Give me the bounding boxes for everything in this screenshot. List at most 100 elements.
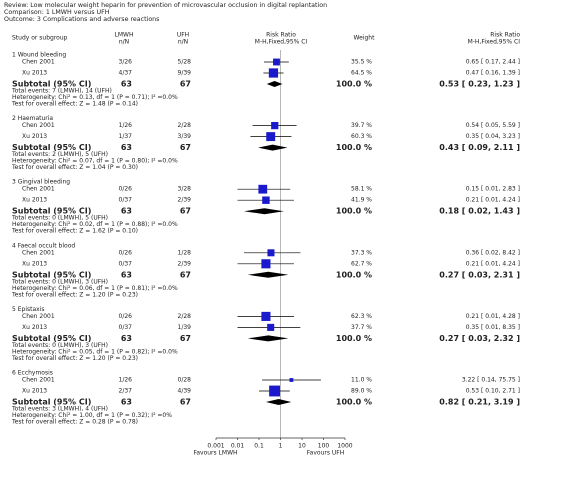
group2-events: 2/39 — [178, 197, 192, 204]
overall-effect: Test for overall effect: Z = 1.20 (P = 0… — [11, 355, 138, 362]
effect: 0.35 [ 0.01, 8.35 ] — [466, 324, 520, 331]
heterogeneity: Heterogeneity: Chi² = 1.00, df = 1 (P = … — [12, 412, 172, 419]
weight: 60.3 % — [351, 133, 372, 140]
x-tick-label: 10 — [298, 443, 306, 450]
subtotal-effect: 0.18 [ 0.02, 1.43 ] — [439, 207, 520, 216]
effect: 3.22 [ 0.14, 75.75 ] — [462, 377, 520, 384]
subtotal-n1: 63 — [121, 334, 132, 343]
subtotal-n1: 63 — [121, 398, 132, 407]
subtotal-label: Subtotal (95% CI) — [12, 143, 91, 152]
subtotal-weight: 100.0 % — [336, 334, 372, 343]
col-group1-sub: n/N — [119, 39, 129, 46]
subtotal-weight: 100.0 % — [336, 80, 372, 89]
subtotal-diamond — [258, 144, 288, 151]
subtotal-weight: 100.0 % — [336, 143, 372, 152]
total-events: Total events: 0 (LMWH), 3 (UFH) — [11, 342, 108, 349]
subtotal-label: Subtotal (95% CI) — [12, 398, 91, 407]
study-name: Chen 2001 — [22, 59, 55, 66]
study-name: Xu 2013 — [22, 197, 47, 204]
group1-events: 3/26 — [119, 59, 133, 66]
group2-events: 1/39 — [178, 324, 192, 331]
subtotal-weight: 100.0 % — [336, 270, 372, 279]
weight: 58.1 % — [351, 186, 372, 193]
overall-effect: Test for overall effect: Z = 1.48 (P = 0… — [11, 101, 138, 108]
effect-box — [289, 378, 294, 382]
effect: 0.21 [ 0.01, 4.24 ] — [466, 197, 520, 204]
effect: 0.35 [ 0.04, 3.23 ] — [466, 133, 520, 140]
group2-events: 2/39 — [178, 260, 192, 267]
heterogeneity: Heterogeneity: Chi² = 0.06, df = 1 (P = … — [12, 285, 178, 292]
group1-events: 0/26 — [119, 186, 133, 193]
effect: 0.54 [ 0.05, 5.59 ] — [466, 122, 520, 129]
x-tick-label: 100 — [318, 443, 330, 450]
comparison: Comparison: 1 LMWH versus UFH — [4, 9, 110, 16]
group1-events: 1/26 — [119, 122, 133, 129]
subgroup-name: 2 Haematuria — [12, 115, 53, 122]
effect-box — [271, 121, 279, 130]
group1-events: 0/37 — [119, 260, 133, 267]
col-group1: LMWH — [115, 32, 134, 39]
subtotal-n1: 63 — [121, 143, 132, 152]
subtotal-diamond — [265, 399, 292, 405]
study-name: Chen 2001 — [22, 313, 55, 320]
study-name: Chen 2001 — [22, 377, 55, 384]
col-group2: UFH — [177, 32, 189, 39]
subtotal-n2: 67 — [180, 207, 191, 216]
subtotal-diamond — [247, 271, 289, 278]
subtotal-weight: 100.0 % — [336, 398, 372, 407]
group2-events: 2/28 — [178, 313, 192, 320]
subtotal-n1: 63 — [121, 270, 132, 279]
subtotal-n2: 67 — [180, 143, 191, 152]
group1-events: 0/37 — [119, 324, 133, 331]
weight: 62.7 % — [351, 260, 372, 267]
overall-effect: Test for overall effect: Z = 1.62 (P = 0… — [11, 228, 138, 235]
total-events: Total events: 2 (LMWH), 5 (UFH) — [11, 151, 108, 158]
effect-box — [269, 385, 280, 397]
effect: 0.36 [ 0.02, 8.42 ] — [466, 249, 520, 256]
group2-events: 1/28 — [178, 249, 192, 256]
col-plot: Risk Ratio — [266, 32, 296, 39]
subtotal-n2: 67 — [180, 398, 191, 407]
effect-box — [268, 68, 279, 78]
effect: 0.21 [ 0.01, 4.24 ] — [466, 260, 520, 267]
effect: 0.47 [ 0.16, 1.39 ] — [466, 70, 520, 77]
subgroup-name: 4 Faecal occult blood — [12, 242, 75, 249]
x-tick-label: 0.01 — [231, 443, 245, 450]
group1-events: 0/26 — [119, 249, 133, 256]
subtotal-n1: 63 — [121, 80, 132, 89]
group1-events: 0/37 — [119, 197, 133, 204]
favours-left: Favours LMWH — [193, 450, 237, 457]
study-name: Xu 2013 — [22, 70, 47, 77]
total-events: Total events: 0 (LMWH), 5 (UFH) — [11, 215, 108, 222]
weight: 64.5 % — [351, 70, 372, 77]
subgroup-name: 1 Wound bleeding — [12, 52, 66, 59]
effect-box — [258, 184, 268, 194]
weight: 89.0 % — [351, 388, 372, 395]
study-name: Xu 2013 — [22, 388, 47, 395]
col-group2-sub: n/N — [178, 39, 188, 46]
group1-events: 2/37 — [119, 388, 133, 395]
heterogeneity: Heterogeneity: Chi² = 0.07, df = 1 (P = … — [12, 158, 178, 165]
col-plot-sub: M-H,Fixed,95% CI — [255, 39, 308, 46]
group1-events: 1/26 — [119, 377, 133, 384]
weight: 41.9 % — [351, 197, 372, 204]
heterogeneity: Heterogeneity: Chi² = 0.02, df = 1 (P = … — [12, 221, 178, 228]
col-effect-sub: M-H,Fixed,95% CI — [468, 39, 521, 46]
total-events: Total events: 3 (LMWH), 4 (UFH) — [11, 406, 108, 413]
effect-box — [267, 249, 275, 257]
subgroup-name: 6 Ecchymosis — [12, 370, 53, 377]
group2-events: 3/28 — [178, 186, 192, 193]
group2-events: 5/28 — [178, 59, 192, 66]
subgroup-name: 3 Gingival bleeding — [12, 179, 70, 186]
effect-box — [266, 132, 276, 142]
outcome: Outcome: 3 Complications and adverse rea… — [4, 16, 159, 23]
group1-events: 0/26 — [119, 313, 133, 320]
study-name: Xu 2013 — [22, 324, 47, 331]
x-tick-label: 0.001 — [207, 443, 224, 450]
group2-events: 9/39 — [178, 70, 192, 77]
subtotal-effect: 0.27 [ 0.03, 2.31 ] — [439, 270, 520, 279]
subtotal-effect: 0.53 [ 0.23, 1.23 ] — [439, 80, 520, 89]
heterogeneity: Heterogeneity: Chi² = 0.05, df = 1 (P = … — [12, 348, 178, 355]
favours-right: Favours UFH — [307, 450, 344, 457]
subtotal-diamond — [266, 81, 283, 87]
